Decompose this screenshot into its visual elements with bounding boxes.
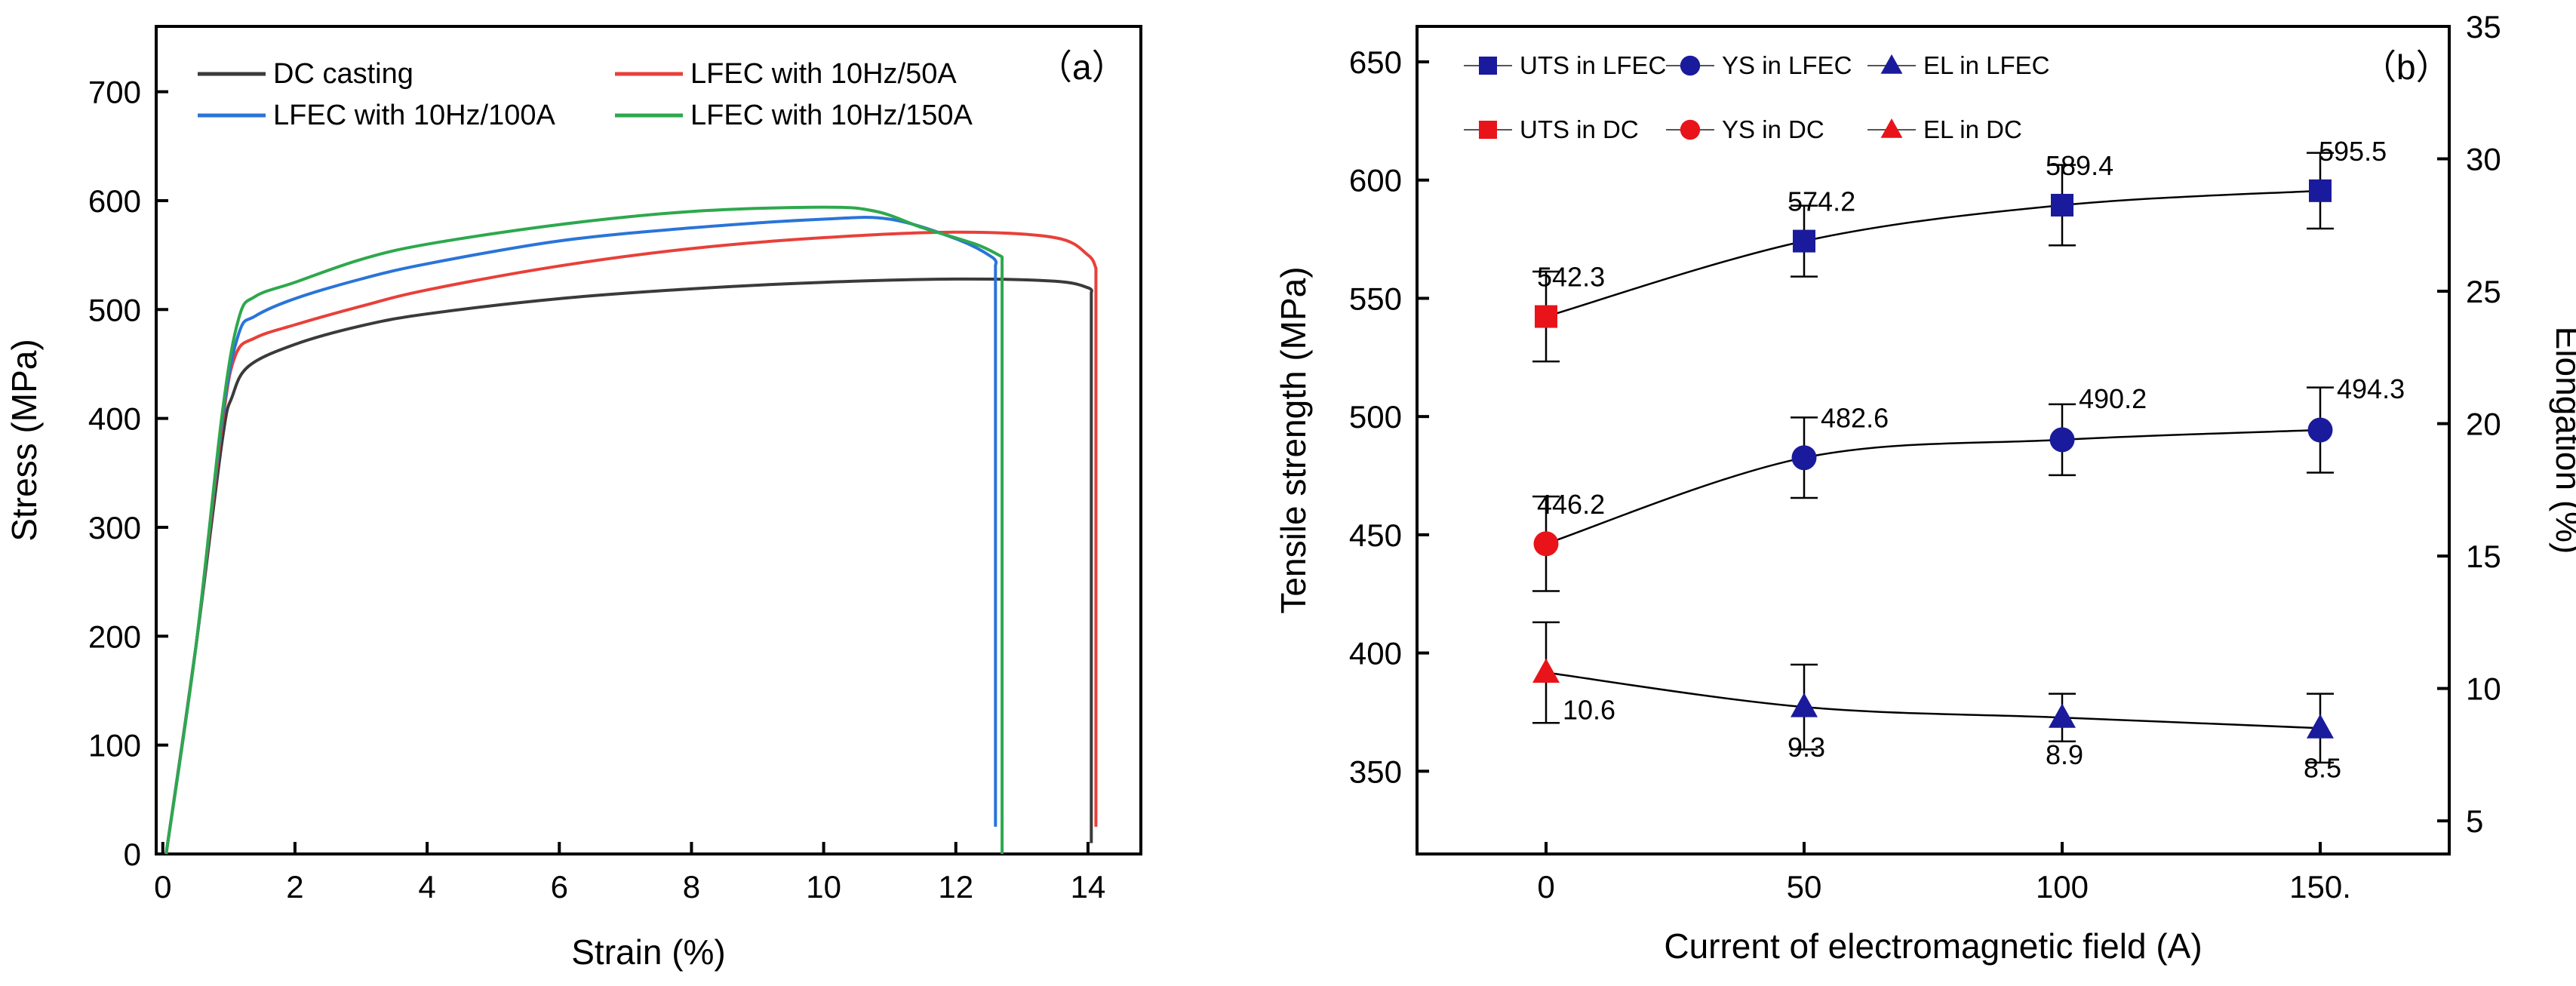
y-tick-label: 600: [1349, 163, 1402, 198]
data-point: [1793, 229, 1815, 253]
x-tick-label: 10: [806, 869, 841, 905]
y-tick-label: 200: [88, 619, 141, 654]
legend-marker: [1880, 54, 1903, 74]
y-axis-title: Stress (MPa): [5, 339, 44, 541]
x-tick-label: 6: [551, 869, 568, 905]
trend-line: [1545, 671, 2321, 730]
x-tick-label: 14: [1071, 869, 1106, 905]
trend-line: [1545, 189, 2321, 318]
y2-tick-label: 25: [2466, 274, 2501, 309]
trend-line: [1545, 428, 2321, 545]
x-tick-label: 150.: [2289, 869, 2351, 905]
data-label: 494.3: [2337, 373, 2405, 404]
x-tick-label: 0: [154, 869, 171, 905]
legend-label: LFEC with 10Hz/50A: [690, 58, 957, 90]
y-tick-label: 300: [88, 510, 141, 545]
legend-label: YS in DC: [1722, 115, 1824, 143]
data-point: [1791, 445, 1817, 471]
data-label: 542.3: [1537, 262, 1605, 293]
y2-tick-label: 15: [2466, 539, 2501, 574]
series-line: [164, 216, 998, 855]
y-tick-label: 700: [88, 75, 141, 110]
x-axis-title: Strain (%): [571, 932, 725, 972]
data-label: 574.2: [1788, 186, 1855, 217]
legend-label: UTS in DC: [1520, 115, 1639, 143]
legend-label: YS in LFEC: [1722, 51, 1852, 79]
y2-axis-title: Elongation (%): [2549, 327, 2576, 554]
y-tick-label: 100: [88, 728, 141, 763]
legend-marker: [1479, 121, 1497, 139]
data-label: 8.5: [2304, 752, 2341, 783]
plot-frame: [155, 25, 1142, 855]
y-tick-label: 400: [88, 401, 141, 437]
legend-marker: [1479, 57, 1497, 75]
y-tick-label: 350: [1349, 754, 1402, 789]
data-label: 9.3: [1788, 732, 1825, 763]
x-tick-label: 100: [2036, 869, 2089, 905]
legend-marker: [1680, 55, 1701, 76]
data-label: 446.2: [1537, 489, 1605, 520]
y-tick-label: 500: [88, 292, 141, 327]
panel-label: （b）: [2362, 48, 2451, 87]
y2-tick-label: 20: [2466, 407, 2501, 442]
legend-marker: [1880, 118, 1903, 138]
y2-tick-label: 35: [2466, 9, 2501, 45]
data-point: [2051, 193, 2073, 217]
y-tick-label: 500: [1349, 399, 1402, 435]
data-point: [1535, 305, 1557, 328]
x-tick-label: 4: [418, 869, 435, 905]
y-tick-label: 0: [124, 837, 141, 872]
data-label: 10.6: [1563, 695, 1615, 726]
legend-label: EL in DC: [1923, 115, 2022, 143]
series-line: [164, 230, 1098, 855]
data-point: [2049, 703, 2076, 728]
y-tick-label: 600: [88, 183, 141, 219]
y-axis-title: Tensile strength (MPa): [1274, 266, 1313, 613]
legend-marker: [1680, 119, 1701, 140]
plot-frame: [1416, 25, 2451, 855]
x-tick-label: 50: [1787, 869, 1822, 905]
legend-label: LFEC with 10Hz/150A: [690, 100, 973, 131]
y2-tick-label: 5: [2466, 803, 2483, 839]
x-tick-label: 12: [938, 869, 973, 905]
data-label: 595.5: [2319, 136, 2387, 167]
legend-label: UTS in LFEC: [1520, 51, 1666, 79]
y-tick-label: 400: [1349, 636, 1402, 671]
series-line: [164, 277, 1093, 855]
chart-panel-a: 0 2 4 6 8 10 12 14 0 100 200 300 400 500 600 700 Strain …: [5, 25, 1142, 972]
y-tick-label: 650: [1349, 45, 1402, 80]
y2-tick-label: 30: [2466, 142, 2501, 177]
data-point: [2309, 179, 2332, 202]
data-point: [1533, 531, 1559, 557]
y-tick-label: 550: [1349, 281, 1402, 316]
data-point: [1532, 658, 1560, 683]
x-tick-label: 0: [1537, 869, 1554, 905]
panel-label: （a）: [1037, 48, 1127, 87]
data-label: 482.6: [1821, 403, 1889, 434]
legend-label: EL in LFEC: [1923, 51, 2050, 79]
data-label: 589.4: [2046, 150, 2113, 181]
data-label: 490.2: [2079, 383, 2147, 414]
series-line: [164, 205, 1004, 855]
chart-panel-b: 0 50 100 150. 350 400 450 500 550 600 650 5 10 15 20 25…: [1274, 9, 2576, 966]
x-axis-title: Current of electromagnetic field (A): [1664, 926, 2202, 966]
data-point: [2049, 427, 2075, 453]
legend-label: LFEC with 10Hz/100A: [273, 100, 555, 131]
x-tick-label: 2: [286, 869, 303, 905]
legend-label: DC casting: [273, 58, 413, 90]
data-point: [1791, 693, 1818, 717]
x-tick-label: 8: [683, 869, 700, 905]
data-point: [2307, 417, 2333, 443]
data-point: [2307, 714, 2334, 739]
data-label: 8.9: [2046, 739, 2083, 770]
y2-tick-label: 10: [2466, 671, 2501, 707]
y-tick-label: 450: [1349, 518, 1402, 553]
